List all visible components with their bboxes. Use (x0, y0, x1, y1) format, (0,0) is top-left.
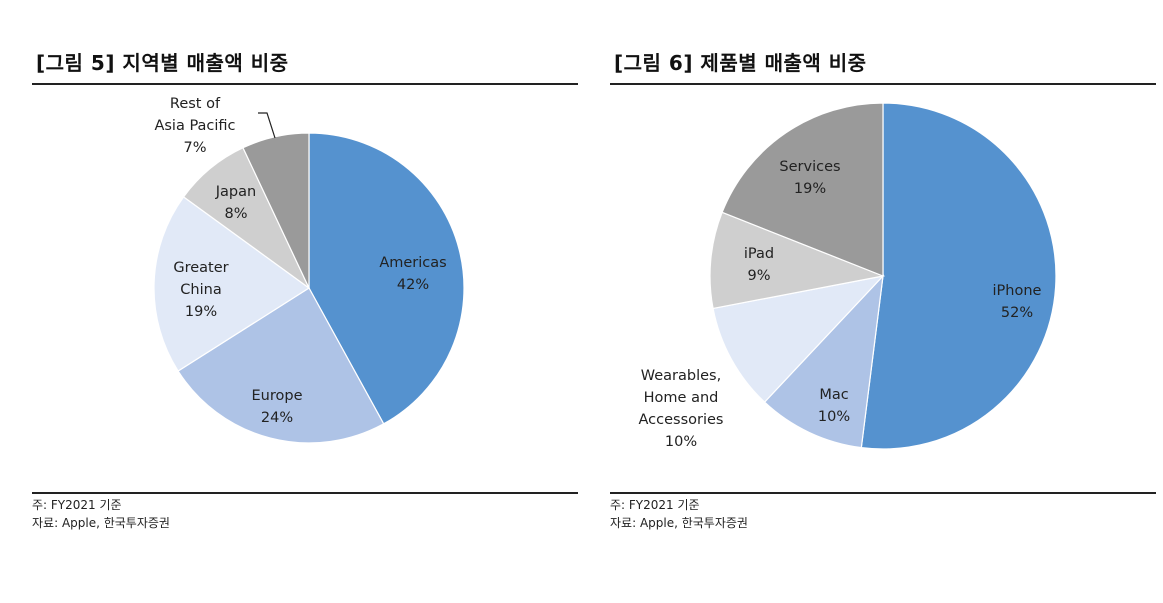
chart-source: 자료: Apple, 한국투자증권 (610, 516, 748, 530)
region-pie-chart: Americas 42% Europe 24% Greater China 19% Japan… (153, 96, 465, 444)
pie-slice-greater-china (153, 196, 311, 372)
slice-label-americas: Americas 42% (379, 255, 446, 293)
slice-label-line: Greater (173, 260, 228, 276)
slice-label-line: Wearables, (641, 368, 721, 384)
slice-label-rest-of-asia-pacific: Rest of Asia Pacific 7% (154, 96, 235, 156)
slice-label-line: 52% (1001, 305, 1033, 321)
slice-label-line: 19% (794, 181, 826, 197)
slice-label-japan: Japan 8% (215, 184, 256, 222)
chart-source: 자료: Apple, 한국투자증권 (32, 516, 170, 530)
slice-label-wearables-home-and-accessories: Wearables, Home and Accessories 10% (639, 368, 724, 450)
slice-label-line: Japan (215, 184, 256, 200)
slice-label-line: 24% (261, 410, 293, 426)
pie-slice-iphone (860, 102, 1057, 450)
slice-label-line: 8% (224, 206, 247, 222)
slice-label-line: iPad (744, 246, 774, 262)
slice-label-line: Rest of (170, 96, 221, 112)
slice-label-line: Mac (819, 387, 848, 403)
slice-label-services: Services 19% (779, 159, 840, 197)
slice-label-line: 7% (183, 140, 206, 156)
slice-label-line: 10% (818, 409, 850, 425)
footer-rule (610, 492, 1156, 494)
product-pie-chart: iPhone 52% Mac 10% Wearables, Home and Accesso… (639, 102, 1057, 450)
leader-line (258, 112, 276, 139)
product-chart-panel: [그림 6] 제품별 매출액 비중 iPhone 52% Mac 10% Wearabl… (610, 0, 1158, 603)
slice-label-line: 42% (397, 277, 429, 293)
slice-label-line: Asia Pacific (154, 118, 235, 134)
slice-label-greater-china: Greater China 19% (173, 260, 228, 320)
chart-note: 주: FY2021 기준 (32, 498, 122, 512)
slice-label-iphone: iPhone 52% (993, 283, 1042, 321)
slice-label-line: 9% (747, 268, 770, 284)
slice-label-line: Americas (379, 255, 446, 271)
region-chart-panel: [그림 5] 지역별 매출액 비중 Americas 42% Europe 24% Gr… (32, 0, 580, 603)
slice-label-line: Europe (252, 388, 303, 404)
pie-slice-ipad (709, 211, 886, 310)
slice-label-line: iPhone (993, 283, 1042, 299)
pie-slice-americas (308, 132, 465, 425)
pie-slice-services (721, 102, 884, 277)
chart-title: [그림 5] 지역별 매출액 비중 (36, 51, 289, 75)
pie-slice-mac (763, 274, 884, 449)
title-rule (32, 83, 578, 85)
slice-label-mac: Mac 10% (818, 387, 850, 425)
chart-title: [그림 6] 제품별 매출액 비중 (614, 51, 867, 75)
pie-slice-europe (177, 287, 385, 444)
slice-label-ipad: iPad 9% (744, 246, 774, 284)
slice-label-line: Services (779, 159, 840, 175)
pie-slice-wearables-home-and-accessories (712, 275, 885, 403)
chart-note: 주: FY2021 기준 (610, 498, 700, 512)
slice-label-line: Accessories (639, 412, 724, 428)
title-rule (610, 83, 1156, 85)
slice-label-line: Home and (644, 390, 719, 406)
slice-label-europe: Europe 24% (252, 388, 303, 426)
slice-label-line: 19% (185, 304, 217, 320)
slice-label-line: 10% (665, 434, 697, 450)
footer-rule (32, 492, 578, 494)
slice-label-line: China (180, 282, 221, 298)
